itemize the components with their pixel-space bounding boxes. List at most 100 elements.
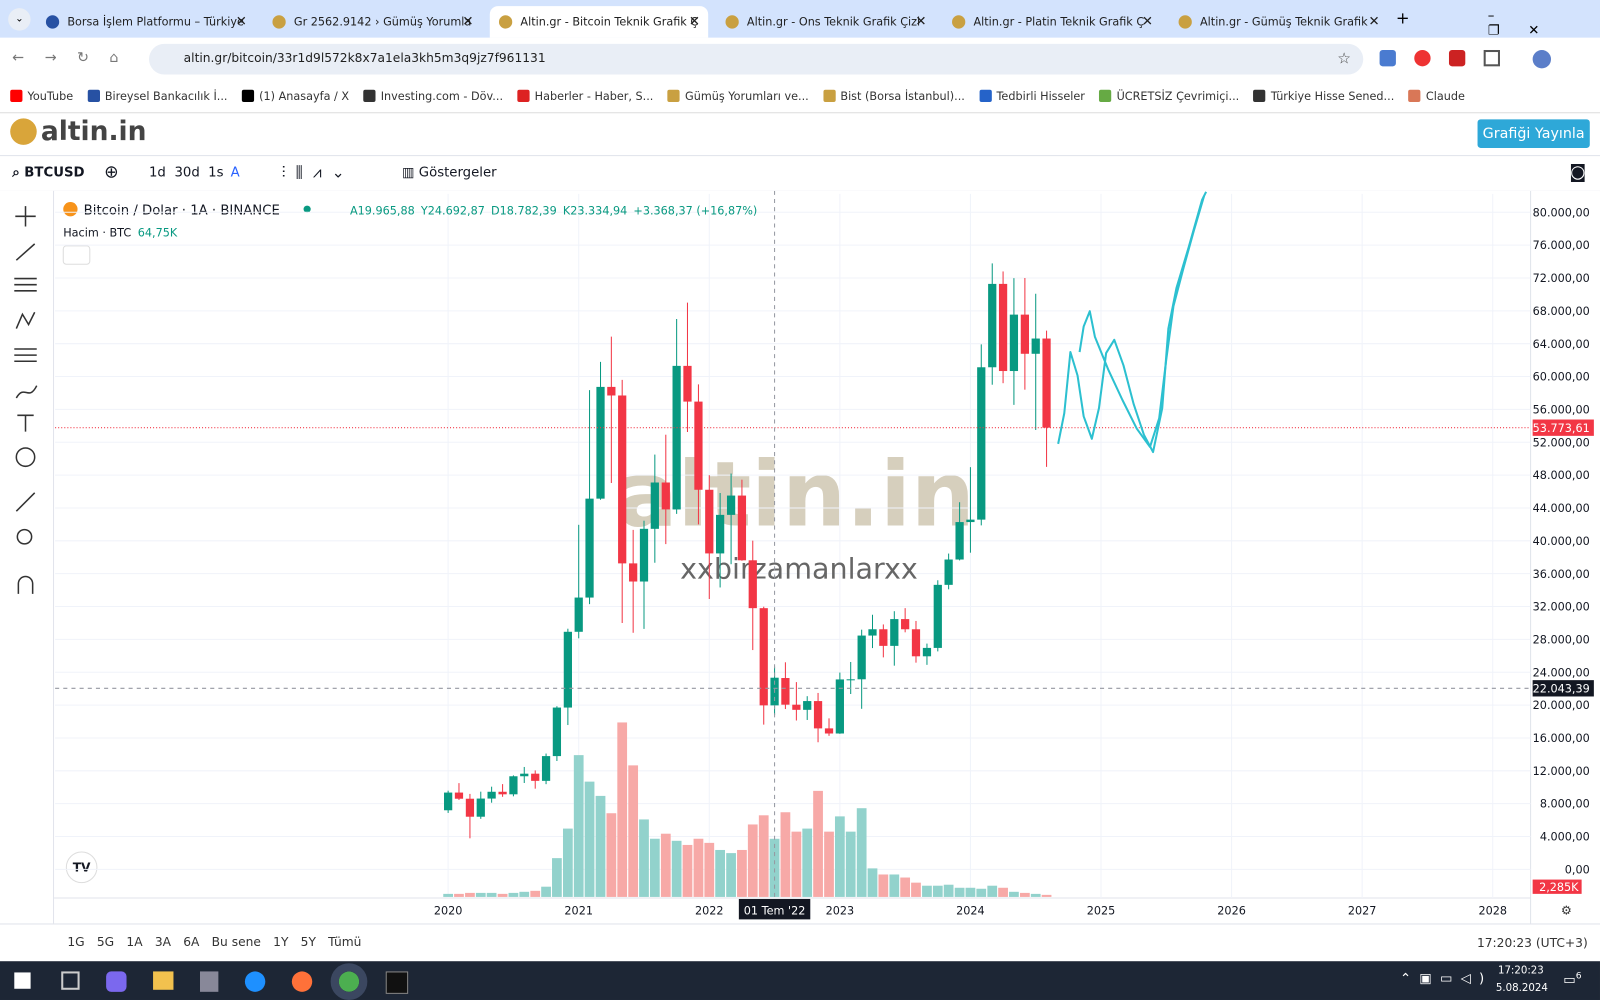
annotation: xxbirzamanlarxx bbox=[680, 552, 918, 586]
bookmark-label: Haberler - Haber, S... bbox=[534, 89, 654, 103]
omnibox[interactable]: altin.gr/bitcoin/33r1d9l572k8x7a1ela3kh5… bbox=[148, 43, 1364, 75]
candle-body bbox=[792, 704, 801, 710]
trend-tool[interactable] bbox=[15, 243, 36, 261]
chart-style[interactable]: ⫶⫼⩘⌄ bbox=[281, 163, 355, 182]
bookmark[interactable]: ÜCRETSİZ Çevrimiçi... bbox=[1099, 86, 1239, 106]
notifications[interactable]: ▭6 bbox=[1563, 971, 1582, 989]
start-button[interactable] bbox=[14, 972, 31, 989]
candle-body bbox=[1009, 314, 1019, 372]
tab-close[interactable]: ✕ bbox=[235, 14, 247, 30]
volume-bar bbox=[747, 824, 758, 897]
tv-logo[interactable] bbox=[65, 851, 98, 884]
bookmark[interactable]: Türkiye Hisse Sened... bbox=[1253, 86, 1394, 106]
tab[interactable]: Borsa İşlem Platformu – Türkiye ✕ bbox=[37, 6, 255, 38]
publish-button[interactable]: Grafiği Yayınla bbox=[1477, 119, 1590, 148]
symbol-text: BTCUSD bbox=[24, 165, 85, 181]
indicators[interactable]: ▥ Göstergeler bbox=[402, 165, 497, 181]
candle-body bbox=[846, 679, 855, 681]
tab-menu[interactable]: ⌄ bbox=[8, 8, 31, 31]
candle-body bbox=[520, 773, 529, 777]
taskbar: ⌃▣▭◁) 17:20:23 5.08.2024 ▭6 bbox=[0, 961, 1600, 1000]
symbol[interactable]: ⌕ BTCUSD bbox=[12, 165, 85, 181]
nav-buttons[interactable]: ←→↻⌂ bbox=[12, 49, 139, 67]
bookmark[interactable]: Investing.com - Döv... bbox=[363, 86, 503, 106]
screenshot[interactable]: ◙ bbox=[1569, 162, 1587, 183]
drawing-tools bbox=[0, 190, 55, 924]
range-button[interactable]: 1G bbox=[67, 934, 85, 949]
tab-close[interactable]: ✕ bbox=[462, 14, 474, 30]
bookmark[interactable]: YouTube bbox=[10, 86, 73, 106]
bookmark[interactable]: Claude bbox=[1408, 86, 1465, 106]
y-tick-label: 80.000,00 bbox=[1533, 206, 1590, 219]
text-tool[interactable] bbox=[17, 414, 34, 432]
candle-body bbox=[683, 365, 692, 402]
window-controls[interactable]: –❐✕ bbox=[1487, 8, 1568, 39]
volume-bar bbox=[726, 853, 736, 897]
pattern-tool[interactable] bbox=[15, 311, 36, 329]
forecast-tool[interactable] bbox=[14, 348, 37, 362]
x-tick-label: 2028 bbox=[1478, 904, 1507, 917]
tab-title: Altin.gr - Bitcoin Teknik Grafik Ç bbox=[520, 15, 699, 29]
interval[interactable]: 30d bbox=[174, 165, 200, 181]
x-tick-label: 2025 bbox=[1087, 904, 1116, 917]
add-symbol[interactable]: ⊕ bbox=[104, 162, 119, 183]
tab-close[interactable]: ✕ bbox=[688, 14, 700, 30]
indicators-text: Göstergeler bbox=[418, 165, 497, 181]
candle-body bbox=[868, 629, 877, 636]
cursor-tool[interactable] bbox=[15, 206, 36, 227]
bookmark[interactable]: (1) Anasayfa / X bbox=[241, 86, 349, 106]
site-logo[interactable]: altin.in bbox=[10, 114, 147, 149]
bookmark[interactable]: Haberler - Haber, S... bbox=[517, 86, 653, 106]
tab-close[interactable]: ✕ bbox=[1368, 14, 1380, 30]
candle-body bbox=[444, 792, 453, 811]
range-button[interactable]: 6A bbox=[183, 934, 200, 949]
collapse-legend[interactable] bbox=[62, 245, 91, 265]
candle-body bbox=[813, 701, 823, 729]
tab[interactable]: Altin.gr - Gümüş Teknik Grafik ✕ bbox=[1169, 6, 1387, 38]
bookmark-icon bbox=[10, 89, 23, 103]
brush-tool[interactable] bbox=[15, 385, 38, 399]
range-button[interactable]: Bu sene bbox=[211, 934, 261, 949]
chart-title: Bitcoin / Dolar · 1A · BINANCE bbox=[84, 203, 280, 218]
zoom-tool[interactable] bbox=[16, 528, 33, 545]
tab-title: Borsa İşlem Platformu – Türkiye bbox=[67, 15, 244, 29]
tab-close[interactable]: ✕ bbox=[1141, 14, 1154, 30]
interval[interactable]: 1d bbox=[148, 165, 166, 181]
bookmark-star[interactable]: ☆ bbox=[1337, 48, 1352, 68]
bookmark[interactable]: Gümüş Yorumları ve... bbox=[667, 86, 809, 106]
axis-settings[interactable]: ⚙ bbox=[1561, 903, 1572, 917]
range-button[interactable]: Tümü bbox=[328, 934, 362, 949]
volume-bar bbox=[943, 884, 954, 897]
y-tick-label: 32.000,00 bbox=[1533, 601, 1590, 614]
tab[interactable]: Altin.gr - Ons Teknik Grafik Çizi ✕ bbox=[716, 6, 934, 38]
volume-bar bbox=[628, 765, 639, 897]
range-button[interactable]: 3A bbox=[154, 934, 171, 949]
range-button[interactable]: 5G bbox=[96, 934, 115, 949]
crosshair-y-tag bbox=[1532, 680, 1594, 697]
magnet-tool[interactable] bbox=[17, 575, 34, 594]
bookmark[interactable]: Bireysel Bankacılık İ... bbox=[87, 86, 228, 106]
bookmark[interactable]: Tedbirli Hisseler bbox=[979, 86, 1085, 106]
range-button[interactable]: 5Y bbox=[300, 934, 316, 949]
drawing-stroke bbox=[1057, 191, 1208, 454]
emoji-tool[interactable] bbox=[15, 447, 36, 468]
fib-tool[interactable] bbox=[14, 277, 37, 292]
tab-close[interactable]: ✕ bbox=[915, 14, 927, 30]
bookmark[interactable]: Bist (Borsa İstanbul)... bbox=[823, 86, 965, 106]
tab-title: Altin.gr - Ons Teknik Grafik Çizi bbox=[746, 15, 921, 29]
range-button[interactable]: 1Y bbox=[273, 934, 289, 949]
mode[interactable]: A bbox=[230, 165, 240, 181]
volume-bar bbox=[465, 892, 475, 897]
crosshair-x-label: 01 Tem '22 bbox=[744, 904, 806, 917]
tab[interactable]: Altin.gr - Platin Teknik Grafik Ç ✕ bbox=[943, 6, 1161, 38]
bookmark-label: Bist (Borsa İstanbul)... bbox=[840, 89, 965, 103]
new-tab[interactable]: + bbox=[1395, 8, 1410, 28]
tab[interactable]: Gr 2562.9142 › Gümüş Yorumla ✕ bbox=[263, 6, 481, 38]
range-button[interactable]: 1A bbox=[126, 934, 143, 949]
tab[interactable]: Altin.gr - Bitcoin Teknik Grafik Ç ✕ bbox=[489, 6, 709, 38]
tab-favicon bbox=[725, 15, 739, 29]
interval[interactable]: 1s bbox=[208, 165, 224, 181]
candle-body bbox=[694, 401, 703, 490]
ruler-tool[interactable] bbox=[15, 492, 36, 512]
